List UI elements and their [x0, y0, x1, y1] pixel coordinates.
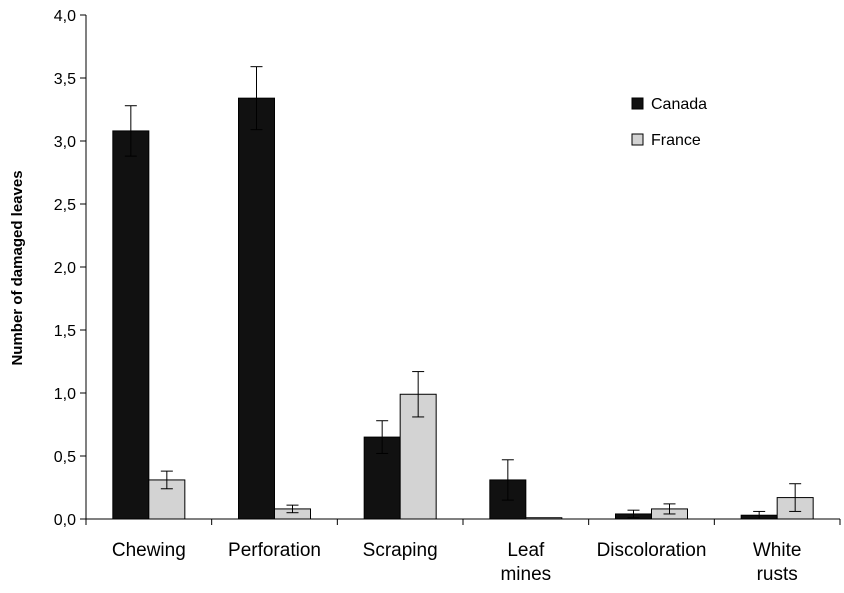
error-bar-france-0	[160, 470, 173, 490]
error-bar-canada-4	[627, 509, 640, 519]
error-bar-france-1	[286, 504, 299, 514]
x-category-label-3: Leaf mines	[500, 540, 551, 585]
error-bar-canada-3	[501, 459, 514, 501]
x-category-label-5: White rusts	[753, 540, 802, 585]
bar-canada-1	[238, 97, 275, 520]
y-tick-label-2: 1,0	[54, 386, 76, 403]
y-tick-label-5: 2,5	[54, 197, 76, 214]
y-tick-label-4: 2,0	[54, 260, 76, 277]
error-bar-france-2	[412, 371, 425, 418]
y-tick-label-3: 1,5	[54, 323, 76, 340]
legend-swatch-france	[631, 133, 644, 146]
y-tick-label-8: 4,0	[54, 8, 76, 25]
y-axis-label: Number of damaged leaves	[9, 170, 26, 365]
error-bar-canada-0	[124, 105, 137, 157]
y-tick-label-1: 0,5	[54, 449, 76, 466]
error-bar-canada-1	[250, 66, 263, 131]
legend-swatch-canada	[631, 97, 644, 110]
y-tick-label-6: 3,0	[54, 134, 76, 151]
y-tick-label-7: 3,5	[54, 71, 76, 88]
x-category-label-4: Discoloration	[597, 540, 707, 561]
bars-layer	[112, 97, 814, 520]
legend-label-france: France	[651, 132, 701, 149]
error-bar-france-5	[789, 483, 802, 512]
labels-layer: 0,0 0,5 1,0 1,5 2,0 2,5 3,0 3,5 4,0 Chewing Perfor…	[54, 8, 802, 585]
x-category-label-2: Scraping	[363, 540, 438, 561]
legend: Canada France	[622, 82, 721, 155]
y-tick-label-0: 0,0	[54, 512, 76, 529]
bar-canada-0	[112, 130, 150, 520]
legend-label-canada: Canada	[651, 96, 707, 113]
x-category-label-0: Chewing	[112, 540, 186, 561]
error-bar-france-4	[663, 503, 676, 515]
axes-layer	[80, 14, 841, 525]
x-category-label-1: Perforation	[228, 540, 321, 561]
error-bars-layer	[124, 66, 802, 520]
error-bar-canada-2	[376, 420, 389, 454]
